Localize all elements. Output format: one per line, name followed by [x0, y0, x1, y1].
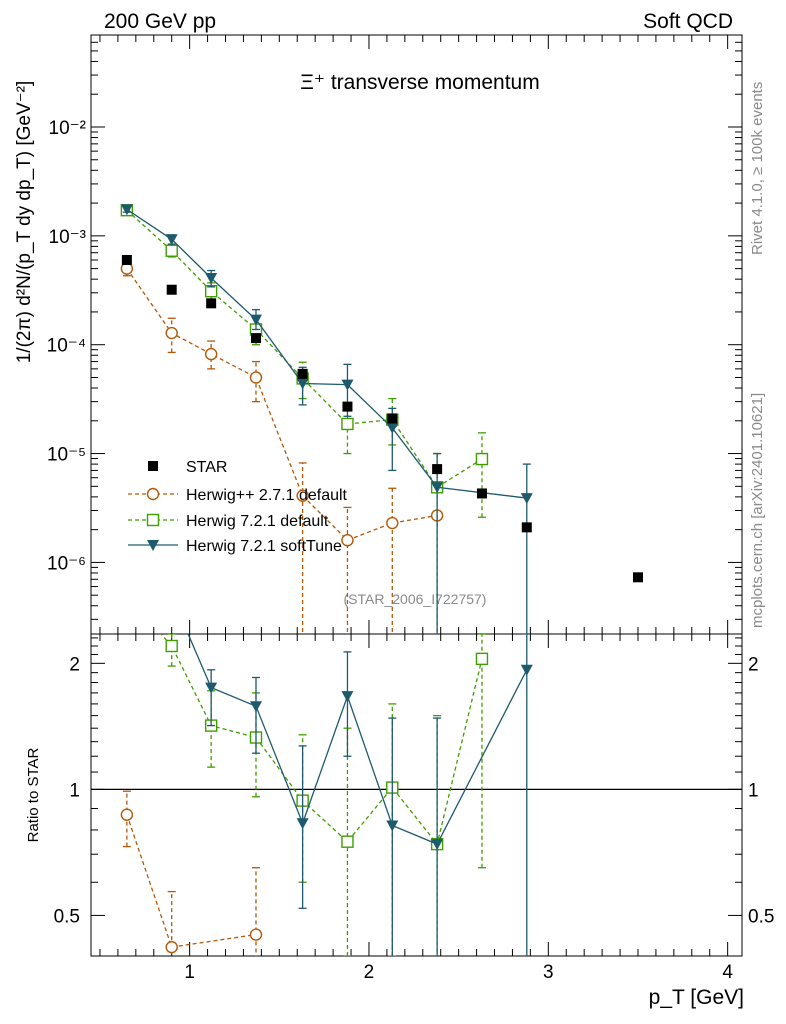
top-series-group: [120, 204, 643, 634]
herwig-soft-top-point: [386, 422, 399, 434]
ratio-plot-frame: [90, 633, 743, 957]
header-right-label: Soft QCD: [643, 10, 733, 33]
star-top-point: [206, 298, 217, 309]
analysis-id: (STAR_2006_I722757): [344, 591, 487, 607]
legend-entry-herwigpp: Herwig++ 2.7.1 default: [128, 487, 348, 504]
herwigpp-ratio-point: [120, 808, 134, 821]
star-top-point: [121, 254, 132, 265]
x-tick-label: 2: [364, 962, 375, 983]
herwig-soft-ratio-point: [205, 682, 218, 694]
herwigpp-ratio-point: [165, 940, 178, 954]
legend-star-label: STAR: [186, 459, 227, 476]
herwig-soft-top-point: [296, 378, 309, 390]
ratio-y-tick-label-right: 2: [748, 654, 759, 675]
herwigpp-top-point: [204, 347, 218, 361]
herwig-soft-top-point: [249, 314, 262, 326]
top-y-tick-label: 10⁻³: [49, 227, 87, 248]
herwig-soft-ratio-point: [341, 691, 354, 703]
herwigpp-top-point: [386, 516, 399, 530]
x-tick-label: 1: [184, 962, 195, 983]
herwigpp-top-line: [126, 268, 438, 541]
star-top-point: [297, 368, 308, 379]
herwig-default-top-point: [341, 417, 354, 431]
herwig-default-ratio-line: [160, 634, 483, 846]
herwig-soft-ratio-point: [121, 591, 133, 602]
star-top-point: [166, 284, 177, 295]
top-y-tick-label: 10⁻⁴: [47, 336, 86, 357]
herwig-soft-top-line: [126, 208, 527, 499]
ratio-y-tick-label: 0.5: [54, 906, 80, 927]
x-tick-label: 4: [722, 962, 733, 983]
herwig-default-top-line: [126, 209, 483, 489]
herwig-soft-top-point: [165, 234, 178, 246]
herwigpp-top-point: [296, 489, 309, 502]
herwigpp-top-point: [341, 533, 354, 547]
ratio-y-tick-label: 1: [69, 780, 80, 801]
herwig-default-ratio-point: [341, 835, 354, 848]
legend-entry-star: STAR: [148, 459, 227, 476]
star-top-point: [476, 488, 487, 499]
herwig-soft-top-point: [205, 273, 218, 285]
legend-herwig-softtune-marker: [147, 540, 159, 551]
herwig-soft-ratio-point: [296, 818, 309, 830]
ratio-y-tick-label: 2: [69, 654, 80, 675]
plot-title: Ξ⁺ transverse momentum: [300, 71, 539, 94]
legend: STAR Herwig++ 2.7.1 default Herwig 7.2.1…: [128, 459, 348, 555]
herwig-default-top-point: [475, 452, 489, 466]
top-y-tick-label: 10⁻²: [49, 118, 87, 139]
herwigpp-top-point: [249, 371, 263, 384]
legend-herwig-softtune-label: Herwig 7.2.1 softTune: [186, 538, 342, 555]
star-top-point: [521, 522, 532, 533]
rivet-version-label: Rivet 4.1.0, ≥ 100k events: [749, 82, 766, 255]
top-y-axis-title: 1/(2π) d²N/(p_T dy dp_T) [GeV⁻²]: [14, 81, 35, 364]
herwig-soft-ratio-point: [386, 820, 399, 832]
herwig-soft-top-point: [520, 493, 533, 505]
ratio-series-group: [120, 590, 533, 956]
legend-herwigpp-marker: [146, 487, 160, 501]
legend-herwig-default-label: Herwig 7.2.1 default: [186, 513, 329, 530]
herwigpp-top-point: [165, 326, 178, 340]
herwig-soft-ratio-point: [431, 839, 444, 851]
herwig-default-ratio-point: [121, 590, 132, 601]
herwig-soft-ratio-point: [520, 664, 533, 676]
star-top-point: [387, 413, 398, 424]
top-y-tick-label: 10⁻⁵: [47, 445, 86, 466]
legend-herwig-default-marker: [146, 513, 160, 527]
herwig-default-ratio-point: [475, 652, 489, 666]
herwig-soft-top-point: [120, 204, 133, 216]
star-top-point: [432, 464, 443, 475]
star-top-point: [342, 401, 353, 412]
ratio-y-tick-label-right: 1: [748, 780, 759, 801]
herwig-default-top-point: [165, 244, 178, 257]
bottom-y-axis-title: Ratio to STAR: [25, 747, 42, 842]
x-tick-label: 3: [543, 962, 554, 983]
herwig-soft-top-point: [431, 482, 444, 494]
legend-star-marker: [148, 461, 158, 471]
legend-entry-herwig-softtune: Herwig 7.2.1 softTune: [128, 538, 342, 555]
star-top-point: [632, 572, 643, 583]
herwig-soft-ratio-point: [249, 701, 262, 713]
herwig-default-ratio-point: [165, 639, 178, 653]
top-y-tick-label: 10⁻⁶: [47, 553, 86, 574]
herwigpp-ratio-line: [126, 814, 257, 948]
header-left-label: 200 GeV pp: [104, 10, 216, 33]
x-axis-title: p_T [GeV]: [649, 986, 744, 1009]
legend-entry-herwig-default: Herwig 7.2.1 default: [128, 513, 329, 530]
herwigpp-ratio-point: [249, 928, 263, 941]
star-top-point: [250, 333, 261, 344]
legend-herwigpp-label: Herwig++ 2.7.1 default: [186, 487, 348, 504]
herwig-soft-top-point: [341, 379, 354, 391]
herwig-soft-ratio-point: [166, 591, 178, 602]
ratio-y-tick-label-right: 0.5: [748, 906, 774, 927]
mcplots-label: mcplots.cern.ch [arXiv:2401.10621]: [749, 393, 766, 628]
